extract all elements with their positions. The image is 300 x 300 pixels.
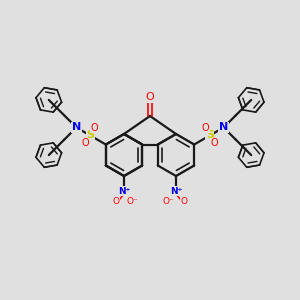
Text: S: S <box>86 130 94 140</box>
Text: N⁺: N⁺ <box>170 187 182 196</box>
Text: O: O <box>82 138 89 148</box>
Text: O⁻: O⁻ <box>162 196 174 206</box>
Text: N: N <box>72 122 81 133</box>
Text: O: O <box>181 196 188 206</box>
Text: O: O <box>91 123 98 133</box>
Text: O: O <box>211 138 218 148</box>
Text: O⁻: O⁻ <box>126 196 138 206</box>
Text: O: O <box>146 92 154 102</box>
Text: S: S <box>206 130 214 140</box>
Text: N: N <box>219 122 228 133</box>
Text: N⁺: N⁺ <box>118 187 130 196</box>
Text: O: O <box>202 123 209 133</box>
Text: O: O <box>112 196 119 206</box>
